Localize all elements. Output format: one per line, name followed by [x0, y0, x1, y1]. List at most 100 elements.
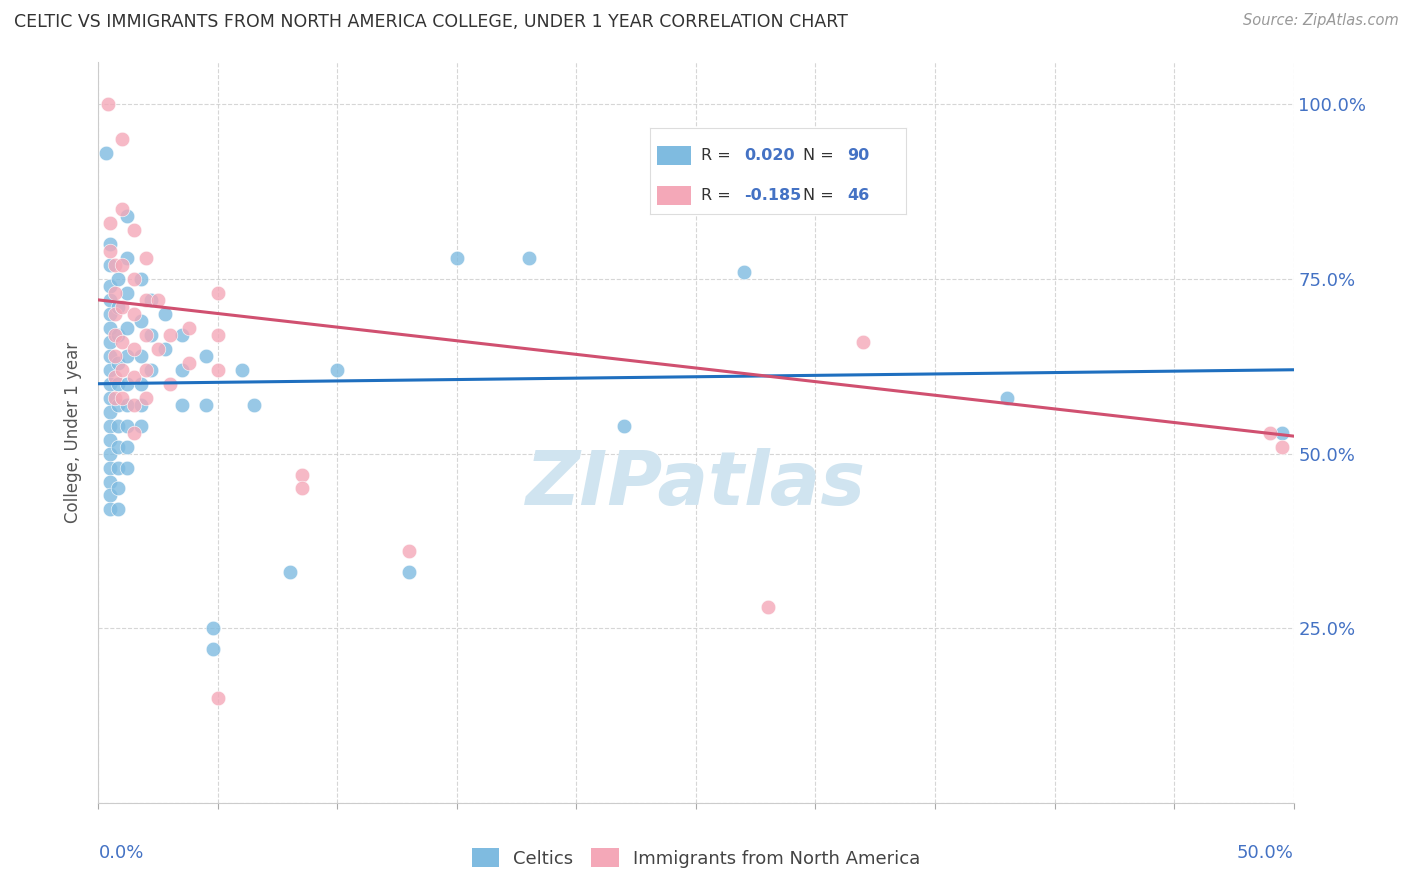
Point [111, 363, 134, 377]
Bar [658, 186, 690, 205]
Point [159, 376, 181, 391]
Point [107, 398, 129, 412]
Point [131, 349, 153, 363]
Point [98, 475, 122, 489]
Point [195, 349, 218, 363]
Point [98, 460, 122, 475]
Point [107, 300, 129, 314]
Point [98, 502, 122, 516]
Point [159, 327, 181, 342]
Point [135, 293, 157, 307]
Point [124, 307, 146, 321]
Point [115, 460, 138, 475]
Point [107, 482, 129, 496]
Point [207, 285, 229, 300]
Text: 90: 90 [846, 147, 869, 162]
Text: ZIPatlas: ZIPatlas [526, 448, 866, 521]
Point [179, 321, 201, 335]
Point [291, 467, 314, 482]
Text: N =: N = [803, 147, 839, 162]
Point [107, 376, 129, 391]
Text: 0.020: 0.020 [745, 147, 796, 162]
Point [135, 251, 157, 265]
Point [1271, 425, 1294, 440]
Point [148, 293, 170, 307]
Point [98, 258, 122, 272]
Point [139, 327, 162, 342]
Point [131, 418, 153, 433]
Point [107, 272, 129, 286]
Point [98, 237, 122, 252]
Point [613, 418, 636, 433]
Point [172, 327, 194, 342]
Text: Source: ZipAtlas.com: Source: ZipAtlas.com [1243, 13, 1399, 29]
Point [107, 327, 129, 342]
Legend: Celtics, Immigrants from North America: Celtics, Immigrants from North America [472, 848, 920, 868]
Point [207, 691, 229, 706]
Point [1258, 425, 1281, 440]
Point [291, 482, 314, 496]
Point [98, 349, 122, 363]
Point [98, 391, 122, 405]
Point [124, 342, 146, 356]
Text: CELTIC VS IMMIGRANTS FROM NORTH AMERICA COLLEGE, UNDER 1 YEAR CORRELATION CHART: CELTIC VS IMMIGRANTS FROM NORTH AMERICA … [14, 13, 848, 31]
Point [195, 398, 218, 412]
Point [98, 433, 122, 447]
Point [243, 398, 266, 412]
Point [202, 642, 225, 657]
Point [104, 327, 127, 342]
Point [111, 300, 134, 314]
Point [115, 349, 138, 363]
Point [231, 363, 253, 377]
Point [98, 216, 122, 230]
Point [111, 202, 134, 216]
Point [115, 251, 138, 265]
Point [131, 272, 153, 286]
Point [124, 272, 146, 286]
Point [104, 391, 127, 405]
Point [135, 363, 157, 377]
Point [98, 446, 122, 460]
Point [135, 391, 157, 405]
Point [98, 418, 122, 433]
Y-axis label: College, Under 1 year: College, Under 1 year [65, 342, 83, 524]
Point [398, 566, 420, 580]
Point [98, 244, 122, 258]
Point [517, 251, 540, 265]
Point [115, 440, 138, 454]
Point [98, 321, 122, 335]
Point [202, 621, 225, 635]
Point [115, 321, 138, 335]
Point [115, 376, 138, 391]
Point [115, 209, 138, 223]
Point [207, 327, 229, 342]
Point [148, 342, 170, 356]
Point [111, 132, 134, 146]
Point [131, 314, 153, 328]
Text: 50.0%: 50.0% [1237, 845, 1294, 863]
Point [124, 398, 146, 412]
Point [111, 334, 134, 349]
Point [172, 363, 194, 377]
Point [155, 307, 177, 321]
Point [733, 265, 755, 279]
Point [131, 398, 153, 412]
Bar [658, 145, 690, 164]
Point [124, 369, 146, 384]
Point [115, 398, 138, 412]
Point [98, 405, 122, 419]
Point [107, 356, 129, 370]
Point [155, 342, 177, 356]
Point [172, 398, 194, 412]
Point [1271, 440, 1294, 454]
Point [207, 363, 229, 377]
Point [98, 363, 122, 377]
Point [139, 293, 162, 307]
Point [104, 307, 127, 321]
Point [115, 285, 138, 300]
Point [135, 327, 157, 342]
Point [104, 285, 127, 300]
Point [107, 440, 129, 454]
Text: 46: 46 [846, 188, 869, 203]
Point [398, 544, 420, 558]
